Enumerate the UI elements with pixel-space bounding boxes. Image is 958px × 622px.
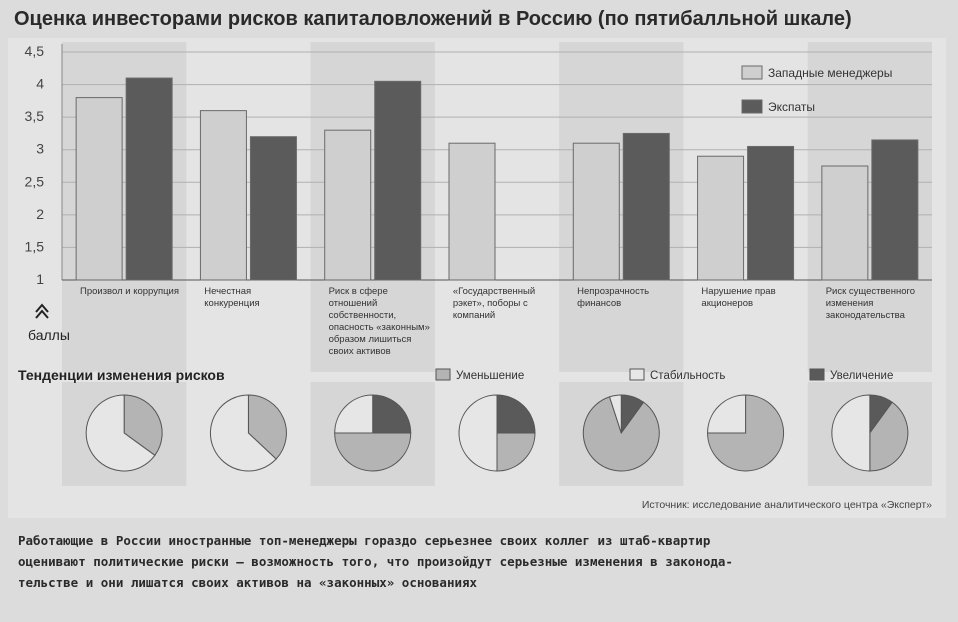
pie-legend-label: Увеличение bbox=[830, 370, 893, 382]
pie-slice bbox=[496, 394, 536, 434]
category-label: опасность «законным» bbox=[329, 322, 430, 333]
bar-western bbox=[697, 155, 745, 281]
y-tick-label: 4,5 bbox=[25, 43, 45, 59]
pie-slice bbox=[608, 394, 622, 434]
pie-slice bbox=[831, 394, 871, 472]
y-tick-label: 3,5 bbox=[25, 108, 45, 124]
y-tick-label: 2 bbox=[36, 206, 44, 222]
category-label: конкуренция bbox=[204, 298, 259, 309]
pie-legend-swatch bbox=[435, 368, 451, 381]
pie-section-title: Тенденции изменения рисков bbox=[18, 367, 225, 383]
up-arrow-icon bbox=[35, 303, 49, 319]
pie-slice bbox=[123, 394, 163, 457]
category-label: своих активов bbox=[329, 346, 391, 357]
pie-slice bbox=[707, 394, 747, 434]
category-label: законодательства bbox=[826, 310, 906, 321]
bar-expat bbox=[125, 77, 173, 281]
category-label: рэкет», поборы с bbox=[453, 298, 528, 309]
bar-western bbox=[199, 110, 247, 281]
category-label: Непрозрачность bbox=[577, 286, 649, 297]
y-tick-label: 3 bbox=[36, 141, 44, 157]
legend-label-expat: Экспаты bbox=[768, 100, 815, 114]
pie-slice bbox=[869, 401, 909, 472]
category-label: Произвол и коррупция bbox=[80, 286, 179, 297]
pie-slice bbox=[247, 394, 287, 460]
pie-slice bbox=[582, 396, 660, 472]
category-label: изменения bbox=[826, 298, 874, 309]
bar-expat bbox=[374, 80, 422, 281]
caption-line-2: оценивают политические риски — возможнос… bbox=[18, 554, 733, 569]
y-tick-label: 4 bbox=[36, 76, 44, 92]
pie-legend-label: Уменьшение bbox=[456, 370, 524, 382]
category-label: финансов bbox=[577, 298, 621, 309]
bar-western bbox=[75, 97, 123, 281]
bar-expat bbox=[622, 132, 670, 281]
bar-western bbox=[572, 142, 620, 281]
pie-slice bbox=[334, 432, 412, 472]
category-label: «Государственный bbox=[453, 286, 535, 297]
bar-western bbox=[448, 142, 496, 281]
source-note: Источник: исследование аналитического це… bbox=[642, 499, 932, 511]
pie-slice bbox=[458, 394, 498, 472]
caption-line-1: Работающие в России иностранные топ-мене… bbox=[18, 533, 711, 548]
pie-slice bbox=[496, 432, 536, 472]
category-label: собственности, bbox=[329, 310, 397, 321]
caption: Работающие в России иностранные топ-мене… bbox=[18, 530, 938, 593]
category-label: компаний bbox=[453, 310, 495, 321]
legend-swatch-western bbox=[741, 65, 763, 80]
bar-expat bbox=[871, 139, 919, 281]
legend-swatch-expat bbox=[741, 99, 763, 114]
category-label: отношений bbox=[329, 298, 378, 309]
pie-legend-swatch bbox=[809, 368, 825, 381]
y-axis-label: баллы bbox=[28, 327, 70, 343]
category-label: Риск в сфере bbox=[329, 286, 388, 297]
y-tick-label: 2,5 bbox=[25, 173, 45, 189]
pie-slice bbox=[707, 394, 785, 472]
caption-line-3: тельстве и они лишатся своих активов на … bbox=[18, 575, 478, 590]
bar-western bbox=[324, 129, 372, 281]
chart-title: Оценка инвесторами рисков капиталовложен… bbox=[14, 8, 852, 30]
pie-slice bbox=[209, 394, 277, 472]
y-tick-label: 1 bbox=[36, 271, 44, 287]
category-label: образом лишиться bbox=[329, 334, 412, 345]
pie-slice bbox=[85, 394, 156, 472]
bar-expat bbox=[249, 136, 297, 281]
bar-expat bbox=[747, 145, 795, 281]
y-tick-label: 1,5 bbox=[25, 238, 45, 254]
category-label: Нарушение прав bbox=[701, 286, 775, 297]
pie-legend-label: Стабильность bbox=[650, 370, 725, 382]
pie-legend-swatch bbox=[629, 368, 645, 381]
category-label: Риск существенного bbox=[826, 286, 915, 297]
bar-western bbox=[821, 165, 869, 281]
pie-slice bbox=[372, 394, 412, 434]
legend-label-western: Западные менеджеры bbox=[768, 66, 892, 80]
category-label: Нечестная bbox=[204, 286, 251, 297]
pie-slice bbox=[334, 394, 374, 434]
category-label: акционеров bbox=[701, 298, 753, 309]
